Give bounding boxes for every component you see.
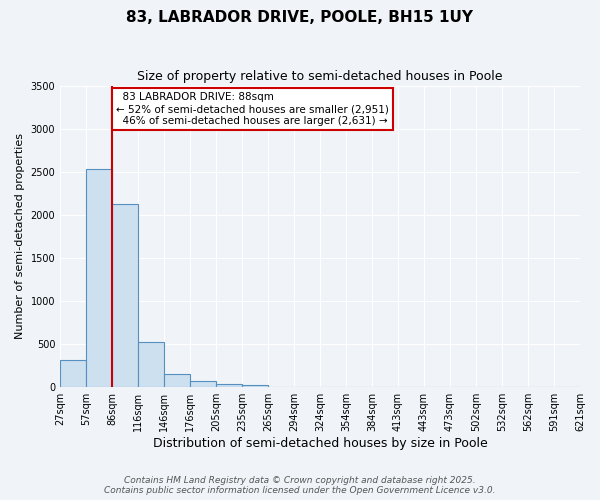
Bar xyxy=(190,380,216,387)
Bar xyxy=(112,204,138,387)
Bar xyxy=(86,169,112,387)
Y-axis label: Number of semi-detached properties: Number of semi-detached properties xyxy=(15,134,25,340)
Title: Size of property relative to semi-detached houses in Poole: Size of property relative to semi-detach… xyxy=(137,70,503,83)
Bar xyxy=(138,342,164,387)
Text: Contains HM Land Registry data © Crown copyright and database right 2025.
Contai: Contains HM Land Registry data © Crown c… xyxy=(104,476,496,495)
Bar xyxy=(242,384,268,387)
Bar xyxy=(216,384,242,387)
Text: 83, LABRADOR DRIVE, POOLE, BH15 1UY: 83, LABRADOR DRIVE, POOLE, BH15 1UY xyxy=(127,10,473,25)
Text: 83 LABRADOR DRIVE: 88sqm
← 52% of semi-detached houses are smaller (2,951)
  46%: 83 LABRADOR DRIVE: 88sqm ← 52% of semi-d… xyxy=(116,92,389,126)
Bar xyxy=(164,374,190,387)
Bar xyxy=(60,360,86,387)
X-axis label: Distribution of semi-detached houses by size in Poole: Distribution of semi-detached houses by … xyxy=(153,437,487,450)
